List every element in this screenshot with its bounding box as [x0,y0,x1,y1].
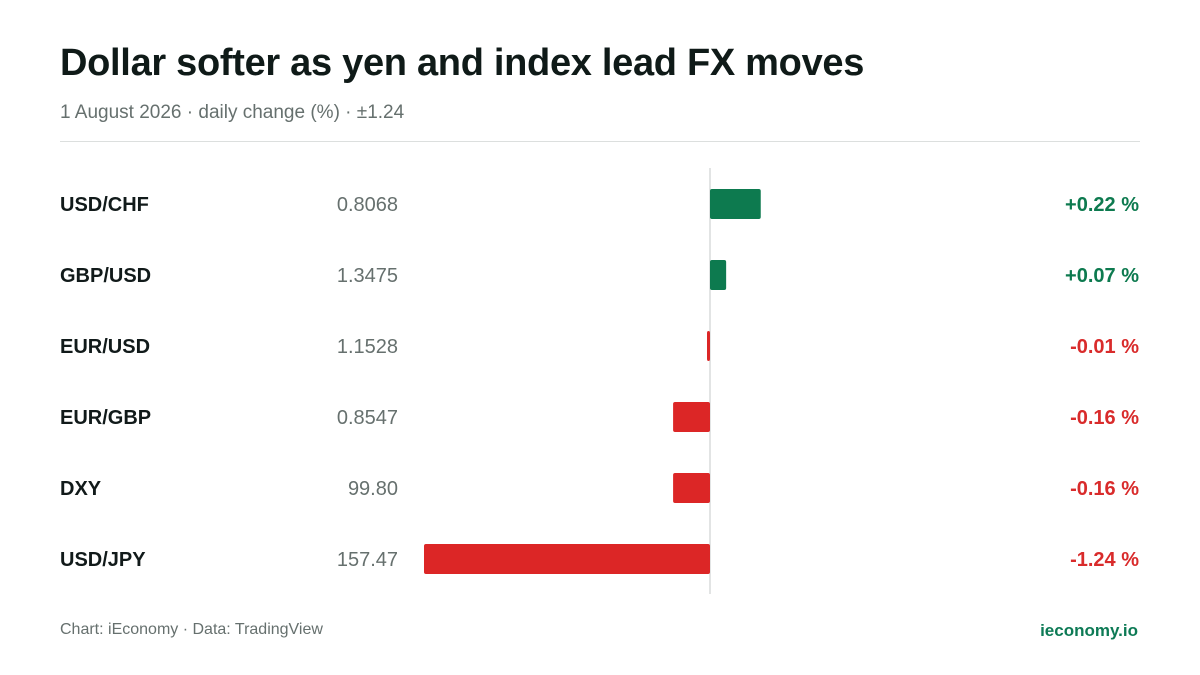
value-label-usd-chf: +0.22 % [1065,194,1139,216]
bar-usd-chf [710,189,761,219]
category-label-gbp-usd: GBP/USD [60,265,151,287]
price-label-usd-chf: 0.8068 [337,194,398,216]
header-divider [60,141,1140,142]
price-label-eur-usd: 1.1528 [337,336,398,358]
bar-eur-usd [707,331,710,361]
price-label-dxy: 99.80 [348,478,398,500]
category-label-usd-jpy: USD/JPY [60,549,146,571]
chart-subtitle: 1 August 2026 · daily change (%) · ±1.24 [60,102,405,123]
chart-credit: Chart: iEconomy · Data: TradingView [60,621,323,638]
price-label-eur-gbp: 0.8547 [337,407,398,429]
bar-eur-gbp [673,402,710,432]
value-label-usd-jpy: -1.24 % [1070,549,1139,571]
category-label-usd-chf: USD/CHF [60,194,149,216]
bar-usd-jpy [424,544,710,574]
value-label-gbp-usd: +0.07 % [1065,265,1139,287]
category-label-dxy: DXY [60,478,102,500]
category-label-eur-usd: EUR/USD [60,336,150,358]
price-label-gbp-usd: 1.3475 [337,265,398,287]
category-label-eur-gbp: EUR/GBP [60,407,151,429]
value-label-eur-usd: -0.01 % [1070,336,1139,358]
brand-link[interactable]: ieconomy.io [1040,621,1138,640]
value-label-dxy: -0.16 % [1070,478,1139,500]
chart-title: Dollar softer as yen and index lead FX m… [60,42,865,84]
bar-dxy [673,473,710,503]
value-label-eur-gbp: -0.16 % [1070,407,1139,429]
bar-gbp-usd [710,260,727,290]
price-label-usd-jpy: 157.47 [337,549,398,571]
